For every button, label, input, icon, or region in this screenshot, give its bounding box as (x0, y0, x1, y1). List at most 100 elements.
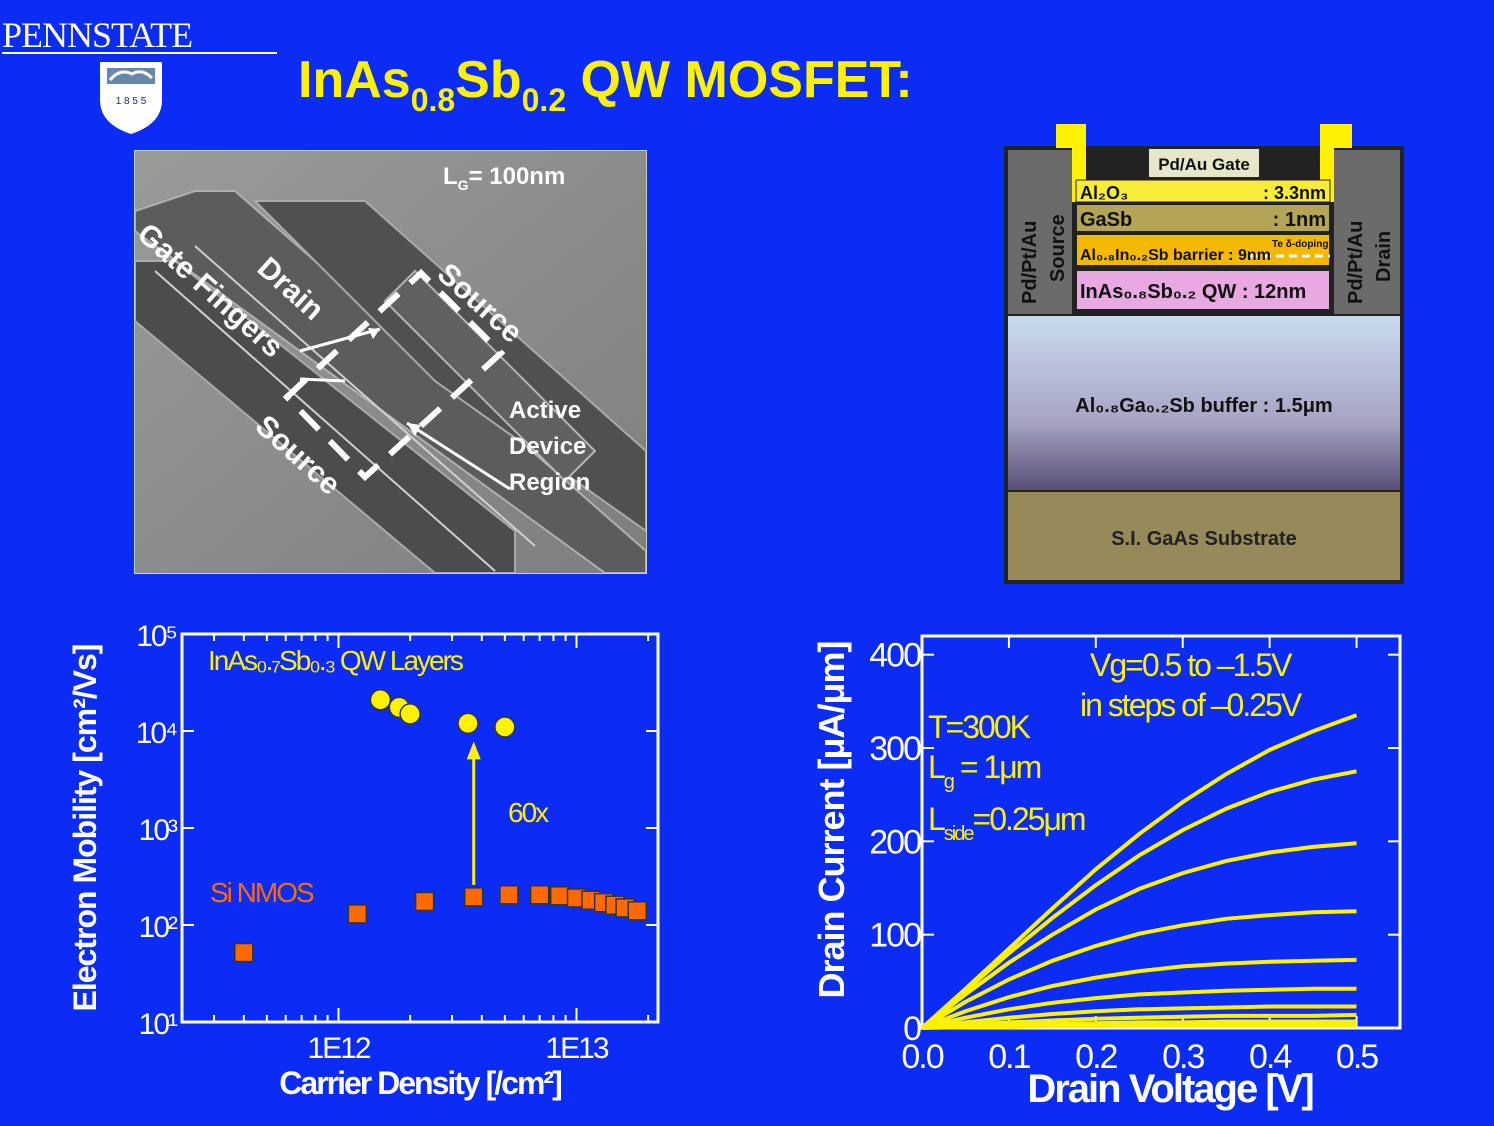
iv-x-tick-label: 0.2 (1075, 1038, 1117, 1076)
gasb-thickness: : 1nm (1273, 209, 1326, 231)
oxide-thickness: : 3.3nm (1263, 183, 1326, 203)
buffer-text: Al₀.₈Ga₀.₂Sb buffer : 1.5μm (1075, 395, 1332, 417)
oxide-layer (1075, 179, 1331, 203)
si-nmos-point (529, 885, 550, 905)
mobility-x-axis-label: Carrier Density [/cm²] (279, 1065, 561, 1101)
active-line-2: Device (509, 433, 587, 460)
iv-annotation-steps: in steps of –0.25V (1080, 687, 1303, 723)
lg-subscript: g (944, 771, 954, 793)
iv-curve (921, 986, 1357, 1030)
lg-symbol: L (443, 163, 458, 190)
barrier-text: Al₀.₈In₀.₂Sb barrier : 9nm (1080, 247, 1271, 264)
iv-curve (920, 841, 1357, 1030)
gate-length-label: LG= 100nm (443, 163, 565, 193)
inassb-point (494, 716, 516, 738)
iv-curve (921, 1012, 1357, 1030)
title-part: InAs (298, 51, 411, 109)
si-nmos-point (234, 942, 254, 963)
si-nmos-point (414, 891, 435, 912)
iv-curve (920, 713, 1358, 1030)
mobility-y-tick-label: 10⁴ (136, 717, 177, 750)
drain-contact-label: Drain (1373, 231, 1395, 282)
slide-title: InAs0.8Sb0.2 QW MOSFET: (298, 50, 913, 119)
drain-contact (1334, 150, 1400, 314)
substrate-layer (1008, 492, 1400, 580)
iv-annotation-lside: Lside=0.25μm (928, 801, 1085, 845)
source-contact-label: Source (1047, 214, 1069, 282)
inassb-point (457, 712, 479, 735)
lside-value: =0.25μm (973, 801, 1085, 837)
si-nmos-point (549, 886, 570, 906)
sem-device-drawing (135, 151, 646, 573)
mobility-chart: 10¹ 10² 10³ 10⁴ 10⁵ 1E12 1E13 Carrier Density … (67, 620, 660, 1101)
mobility-y-tick-label: 10³ (139, 814, 178, 847)
lg-subscript: G (457, 176, 469, 193)
gate-text: Pd/Au Gate (1158, 155, 1250, 174)
iv-chart: 0.0 0.1 0.2 0.3 0.4 0.5 0 100 200 300 400 Drain Vo… (811, 634, 1402, 1111)
annotation-60x: 60x (508, 797, 549, 828)
iv-curve (921, 1004, 1357, 1030)
lg-value: = 100nm (468, 163, 566, 190)
iv-curve (920, 909, 1357, 1030)
gate-box (1147, 147, 1261, 179)
lg-symbol: L (928, 749, 945, 785)
si-nmos-point (627, 901, 648, 921)
substrate-text: S.I. GaAs Substrate (1111, 528, 1297, 550)
lside-subscript: side (944, 823, 975, 845)
title-subscript: 0.2 (521, 82, 567, 118)
qw-text: InAs₀.₈Sb₀.₂ QW : 12nm (1080, 281, 1306, 303)
mobility-y-tick-label: 10² (139, 911, 178, 944)
active-line-1: Active (509, 397, 582, 424)
gasb-text: GaSb (1080, 209, 1132, 231)
iv-x-axis-label: Drain Voltage [V] (1027, 1067, 1313, 1111)
layer-stack-diagram: S.I. GaAs Substrate Al₀.₈Ga₀.₂Sb buffer … (1004, 124, 1404, 584)
active-line-3: Region (509, 469, 591, 496)
inassb-point (399, 703, 421, 725)
doping-text: Te δ-doping (1272, 239, 1328, 250)
inassb-point (369, 688, 392, 711)
sem-micrograph: LG= 100nm Gate Fingers Drain Source Sour… (134, 150, 647, 574)
active-region-label: Active Device Region (509, 393, 590, 501)
iv-y-tick-label: 400 (869, 637, 921, 675)
pennstate-wordmark: PENNSTATE (2, 15, 193, 55)
iv-annotation-lg: Lg = 1μm (928, 749, 1041, 793)
mobility-y-tick-label: 10⁵ (136, 620, 176, 653)
gasb-layer (1075, 203, 1331, 233)
mobility-x-tick-label: 1E12 (307, 1032, 370, 1065)
mobility-plot-frame (180, 632, 660, 1024)
iv-annotation-vg: Vg=0.5 to –1.5V (1090, 647, 1293, 683)
drain-contact-metal: Pd/Pt/Au (1345, 221, 1367, 304)
title-subscript: 0.8 (410, 82, 456, 118)
iv-y-tick-label: 200 (869, 823, 921, 861)
iv-y-tick-label: 300 (869, 730, 921, 768)
iv-curve (921, 1023, 1357, 1030)
iv-x-tick-label: 0.0 (901, 1038, 943, 1076)
source-contact (1008, 150, 1072, 314)
legend-si-nmos: Si NMOS (210, 877, 314, 908)
mobility-x-tick-label: 1E13 (545, 1032, 608, 1065)
iv-plot-frame (920, 634, 1402, 1030)
mobility-y-axis-label: Electron Mobility [cm²/Vs] (67, 645, 103, 1012)
logo-year: 1 8 5 5 (116, 96, 147, 107)
iv-y-axis-label: Drain Current [μA/μm] (811, 641, 852, 998)
si-nmos-point (347, 904, 368, 924)
buffer-layer (1008, 316, 1400, 490)
iv-curve (921, 957, 1357, 1030)
qw-layer (1075, 269, 1331, 311)
iv-y-tick-label: 100 (869, 917, 921, 955)
iv-x-tick-label: 0.4 (1249, 1038, 1291, 1076)
iv-x-tick-label: 0.5 (1336, 1038, 1378, 1076)
si-nmos-point (499, 885, 519, 905)
source-contact-metal: Pd/Pt/Au (1019, 221, 1041, 304)
iv-x-tick-label: 0.3 (1162, 1038, 1204, 1076)
lside-symbol: L (928, 801, 945, 837)
si-nmos-point (463, 887, 484, 907)
mobility-y-tick-label: 10¹ (139, 1008, 178, 1041)
arrow-60x-head (466, 741, 481, 760)
iv-curve (920, 769, 1357, 1030)
iv-y-tick-label: 0 (903, 1010, 921, 1048)
title-part: Sb (455, 51, 522, 109)
oxide-text: Al₂O₃ (1080, 183, 1128, 203)
pennstate-shield-icon: 1 8 5 5 (100, 62, 162, 134)
iv-annotation-temp: T=300K (928, 709, 1031, 745)
